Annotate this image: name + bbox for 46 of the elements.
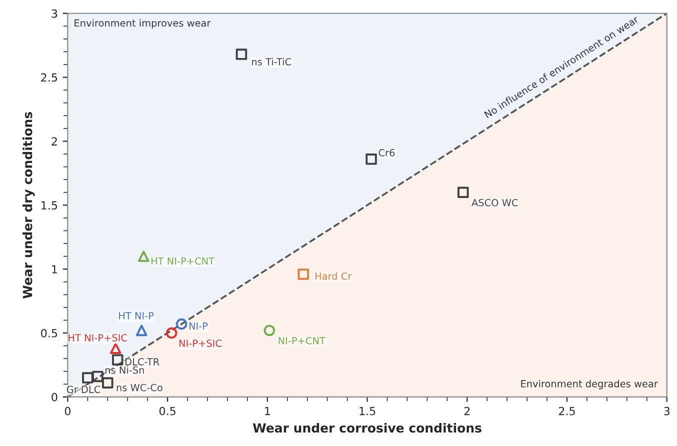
- point: [102, 377, 114, 389]
- series-label: Hard Cr: [315, 272, 352, 280]
- x-axis-title: Wear under corrosive conditions: [252, 422, 482, 433]
- x-tick-label: 0.5: [159, 406, 176, 416]
- series-label: DLC-TR: [126, 358, 160, 366]
- point: [136, 324, 148, 336]
- point: [264, 324, 276, 336]
- series-label: ns Ni-Sn: [105, 366, 144, 374]
- point: [110, 342, 122, 354]
- x-tick-label: 1: [265, 407, 270, 416]
- y-tick-label: 1: [52, 265, 57, 274]
- x-tick-label: 2.5: [558, 406, 575, 416]
- point: [366, 154, 377, 165]
- annotation: Environment degrades wear: [521, 380, 658, 390]
- point: [138, 250, 150, 262]
- y-tick-label: 0: [52, 392, 58, 402]
- series-label: HT NI-P+CNT: [151, 257, 215, 265]
- series-label: Gr DLC: [66, 386, 100, 394]
- x-tick-label: 1.5: [360, 407, 376, 416]
- series-label: NI-P: [189, 322, 208, 330]
- series-label: Cr6: [378, 149, 395, 156]
- point: [82, 372, 94, 384]
- series-label: NI-P+SIC: [179, 340, 222, 347]
- y-tick-label: 2.5: [41, 73, 58, 82]
- series-label: ns WC-Co: [116, 384, 162, 392]
- point: [166, 327, 178, 339]
- series-label: ASCO WC: [472, 198, 518, 206]
- series-label: NI-P+CNT: [278, 337, 326, 344]
- series-label: HT NI-P+SIC: [68, 334, 127, 342]
- point: [298, 268, 309, 280]
- point: [236, 48, 248, 60]
- point: [112, 354, 124, 366]
- y-tick-label: 2: [52, 137, 57, 146]
- y-tick-label: 3: [52, 9, 58, 18]
- annotation: Environment improves wear: [74, 19, 211, 29]
- series-label: HT NI-P: [119, 312, 154, 320]
- x-tick-label: 3: [664, 406, 670, 416]
- point: [458, 186, 469, 198]
- point: [176, 318, 188, 330]
- series-label: ns Ti-TiC: [252, 58, 292, 66]
- y-tick-label: 1.5: [42, 201, 58, 210]
- point: [92, 370, 104, 382]
- x-tick-label: 0: [64, 406, 70, 416]
- x-tick-label: 2: [464, 406, 470, 416]
- y-tick-label: 0.5: [41, 328, 58, 338]
- y-axis-title: Wear under dry conditions: [22, 112, 35, 298]
